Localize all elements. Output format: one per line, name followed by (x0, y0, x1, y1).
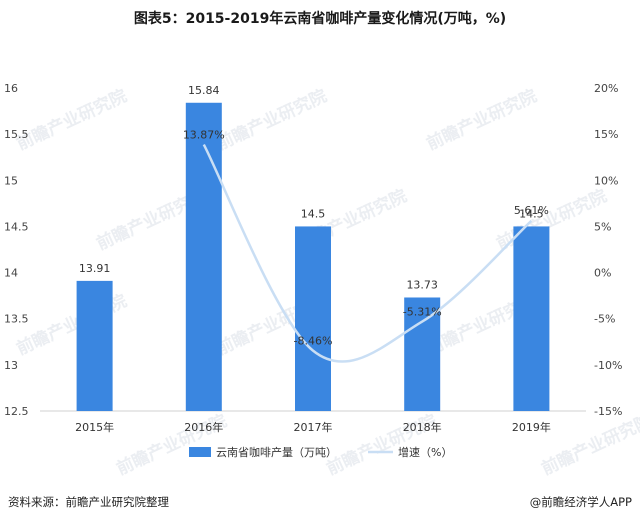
growth-value-label: -5.31% (403, 306, 442, 319)
watermark-text: 前瞻产业研究院 (213, 85, 330, 154)
bar (404, 297, 441, 411)
bar-value-label: 15.84 (188, 84, 220, 97)
bar (185, 102, 222, 411)
bar (76, 280, 113, 411)
y-left-tick-label: 15.5 (4, 128, 29, 141)
y-right-tick-label: -15% (594, 405, 622, 418)
watermark-text: 前瞻产业研究院 (423, 85, 540, 154)
bar-value-label: 13.91 (79, 262, 111, 275)
y-right-tick-label: -5% (594, 313, 615, 326)
y-left-tick-label: 16 (4, 82, 18, 95)
x-tick-label: 2018年 (403, 420, 442, 434)
bar (295, 226, 331, 411)
x-tick-label: 2015年 (75, 420, 114, 434)
watermark-text: 前瞻产业研究院 (13, 85, 130, 154)
bar-value-label: 14.5 (519, 207, 544, 220)
growth-value-label: 13.87% (183, 129, 225, 142)
y-left-tick-label: 14 (4, 267, 18, 280)
x-tick-label: 2019年 (512, 420, 551, 434)
legend-swatch-bar (189, 447, 211, 457)
chart-title: 图表5：2015-2019年云南省咖啡产量变化情况(万吨，%) (133, 11, 507, 27)
brand-credit: @前瞻经济学人APP (529, 495, 632, 509)
y-right-tick-label: 0% (594, 267, 611, 280)
y-left-tick-label: 13.5 (4, 313, 29, 326)
y-right-tick-label: 10% (594, 174, 618, 187)
legend-label-bar: 云南省咖啡产量（万吨） (216, 445, 337, 459)
source-note: 资料来源：前瞻产业研究院整理 (8, 495, 169, 509)
legend: 云南省咖啡产量（万吨） 增速（%） (189, 445, 452, 459)
growth-value-label: -8.46% (294, 335, 333, 348)
watermark-text: 前瞻产业研究院 (538, 410, 640, 479)
bar-value-label: 13.73 (406, 278, 438, 291)
y-left-tick-label: 14.5 (4, 220, 29, 233)
y-right-tick-label: 15% (594, 128, 618, 141)
y-right-tick-label: -10% (594, 359, 622, 372)
x-tick-label: 2017年 (294, 420, 333, 434)
y-left-tick-label: 15 (4, 174, 18, 187)
y-right-tick-label: 20% (594, 82, 618, 95)
watermark-text: 前瞻产业研究院 (493, 185, 610, 254)
bar (513, 226, 550, 411)
growth-line (202, 143, 533, 363)
y-right-tick-label: 5% (594, 220, 611, 233)
growth-value-label: 5.61% (514, 204, 549, 217)
plot-area: 12.5 13 13.5 14 14.5 15 15.5 16 -15% -10% -5% 0% 5% 1… (4, 82, 622, 434)
x-tick-label: 2016年 (184, 420, 223, 434)
y-left-tick-label: 13 (4, 359, 18, 372)
bar-value-label: 14.5 (301, 207, 326, 220)
legend-label-line: 增速（%） (398, 445, 452, 459)
y-left-tick-label: 12.5 (4, 405, 29, 418)
